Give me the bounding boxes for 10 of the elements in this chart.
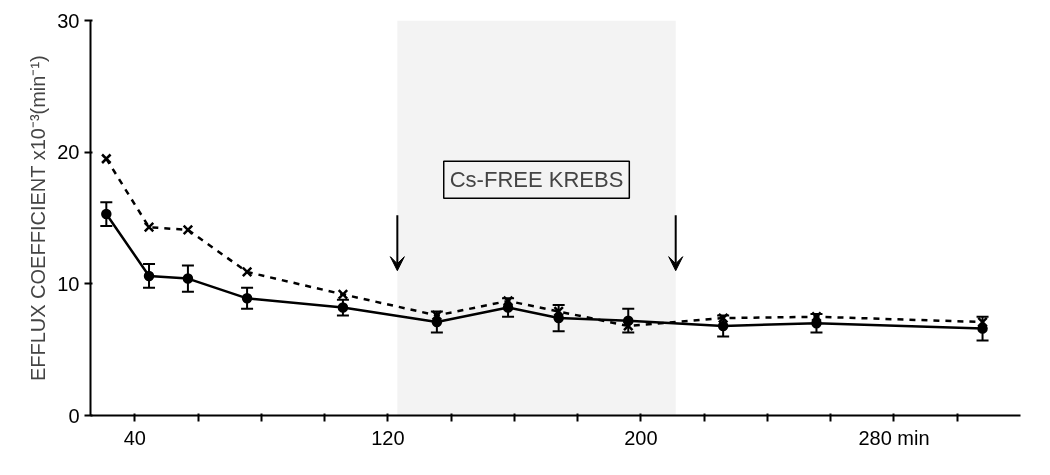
x-tick-label: 120 bbox=[371, 426, 405, 449]
y-tick-label: 20 bbox=[57, 141, 80, 164]
y-tick-label: 0 bbox=[68, 404, 80, 427]
x-tick-label: 40 bbox=[123, 426, 146, 449]
y-tick-label: 30 bbox=[57, 9, 80, 32]
y-tick-label: 10 bbox=[57, 272, 80, 295]
y-axis-title: EFFLUX COEFFICIENT x10⁻³(min⁻¹) bbox=[27, 55, 50, 382]
band-label: Cs-FREE KREBS bbox=[449, 167, 624, 193]
x-tick-label: 280 min bbox=[858, 426, 930, 449]
x-tick-label: 200 bbox=[624, 426, 658, 449]
